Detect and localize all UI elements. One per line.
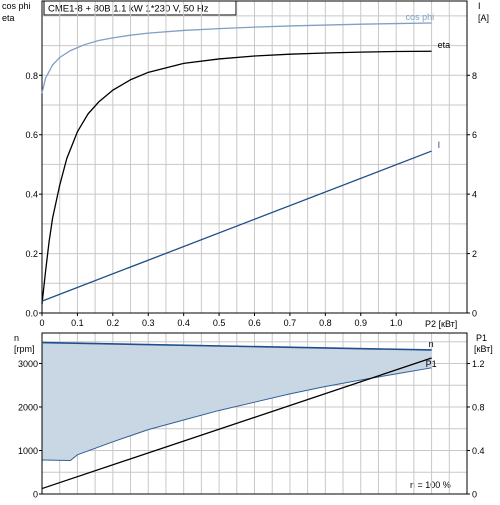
title-text: CME1-8 + 80B 1.1 kW 1*230 V, 50 Hz	[48, 4, 209, 15]
bottom-left-tick-label: 3000	[18, 359, 38, 369]
chart-marks: 0.0 0.2 0.4 0.6 0.8 0 2 4 6 8 0 0.1 0.2 0.3 0.4 0.5 0.6 0…	[18, 0, 485, 500]
bottom-right-tick-label: 0	[472, 490, 477, 500]
top-x-tick-label: 0.1	[71, 318, 84, 328]
top-right-tick-label: 4	[472, 190, 477, 200]
operating-range-area	[42, 342, 432, 461]
bottom-right-axis-label-2: [кВт]	[474, 344, 493, 354]
top-right-axis-label-1: I	[478, 1, 481, 11]
top-x-tick-label: 1.0	[390, 318, 403, 328]
top-right-axis-label-2: [A]	[478, 13, 489, 23]
top-x-tick-label: 0.8	[319, 318, 332, 328]
series-label-p1: P1	[426, 359, 437, 369]
top-x-tick-label: 0.3	[142, 318, 155, 328]
top-left-tick-label: 0.0	[25, 309, 38, 319]
series-label-cos-phi: cos phi	[406, 12, 435, 22]
series-line-p1	[41, 357, 432, 490]
series-label-n: n	[429, 339, 434, 349]
bottom-left-axis-label-1: n	[14, 333, 19, 343]
top-x-tick-label: 0.7	[284, 318, 297, 328]
top-right-tick-label: 8	[472, 71, 477, 81]
top-right-tick-label: 2	[472, 249, 477, 259]
bottom-right-tick-label: 0.4	[472, 446, 485, 456]
bottom-left-axis-label-2: [rpm]	[14, 344, 35, 354]
bottom-left-tick-label: 0	[33, 490, 38, 500]
top-left-tick-label: 0.2	[25, 249, 38, 259]
top-right-tick-label: 6	[472, 130, 477, 140]
top-x-tick-label: 0.9	[354, 318, 367, 328]
series-label-i: I	[438, 140, 441, 150]
top-x-tick-label: 0.4	[177, 318, 190, 328]
top-x-tick-label: 0.6	[248, 318, 261, 328]
top-right-tick-label: 0	[472, 309, 477, 319]
top-x-tick-label: 0.2	[107, 318, 120, 328]
top-left-axis-label-1: cos phi	[2, 1, 31, 11]
top-left-axis-label-2: eta	[2, 13, 15, 23]
speed-note: n = 100 %	[410, 480, 451, 490]
bottom-left-tick-label: 1000	[18, 446, 38, 456]
top-left-tick-label: 0.4	[25, 190, 38, 200]
bottom-right-tick-label: 1.2	[472, 359, 485, 369]
bottom-right-axis-label-1: P1	[476, 333, 487, 343]
bottom-right-tick-label: 0.8	[472, 402, 485, 412]
series-line-cos-phi	[41, 22, 432, 94]
top-x-tick-label: 0	[39, 318, 44, 328]
bottom-left-tick-label: 2000	[18, 402, 38, 412]
bottom-plot-frame	[41, 332, 468, 495]
series-line-i	[41, 150, 432, 302]
series-label-eta: eta	[438, 40, 451, 50]
series-line-n	[41, 341, 432, 351]
top-x-axis-label: P2 [кВт]	[425, 319, 457, 329]
series-line-eta	[41, 50, 432, 305]
top-left-tick-label: 0.8	[25, 71, 38, 81]
top-x-tick-label: 0.5	[213, 318, 226, 328]
top-left-tick-label: 0.6	[25, 130, 38, 140]
operating-range-lower-edge	[41, 367, 432, 461]
